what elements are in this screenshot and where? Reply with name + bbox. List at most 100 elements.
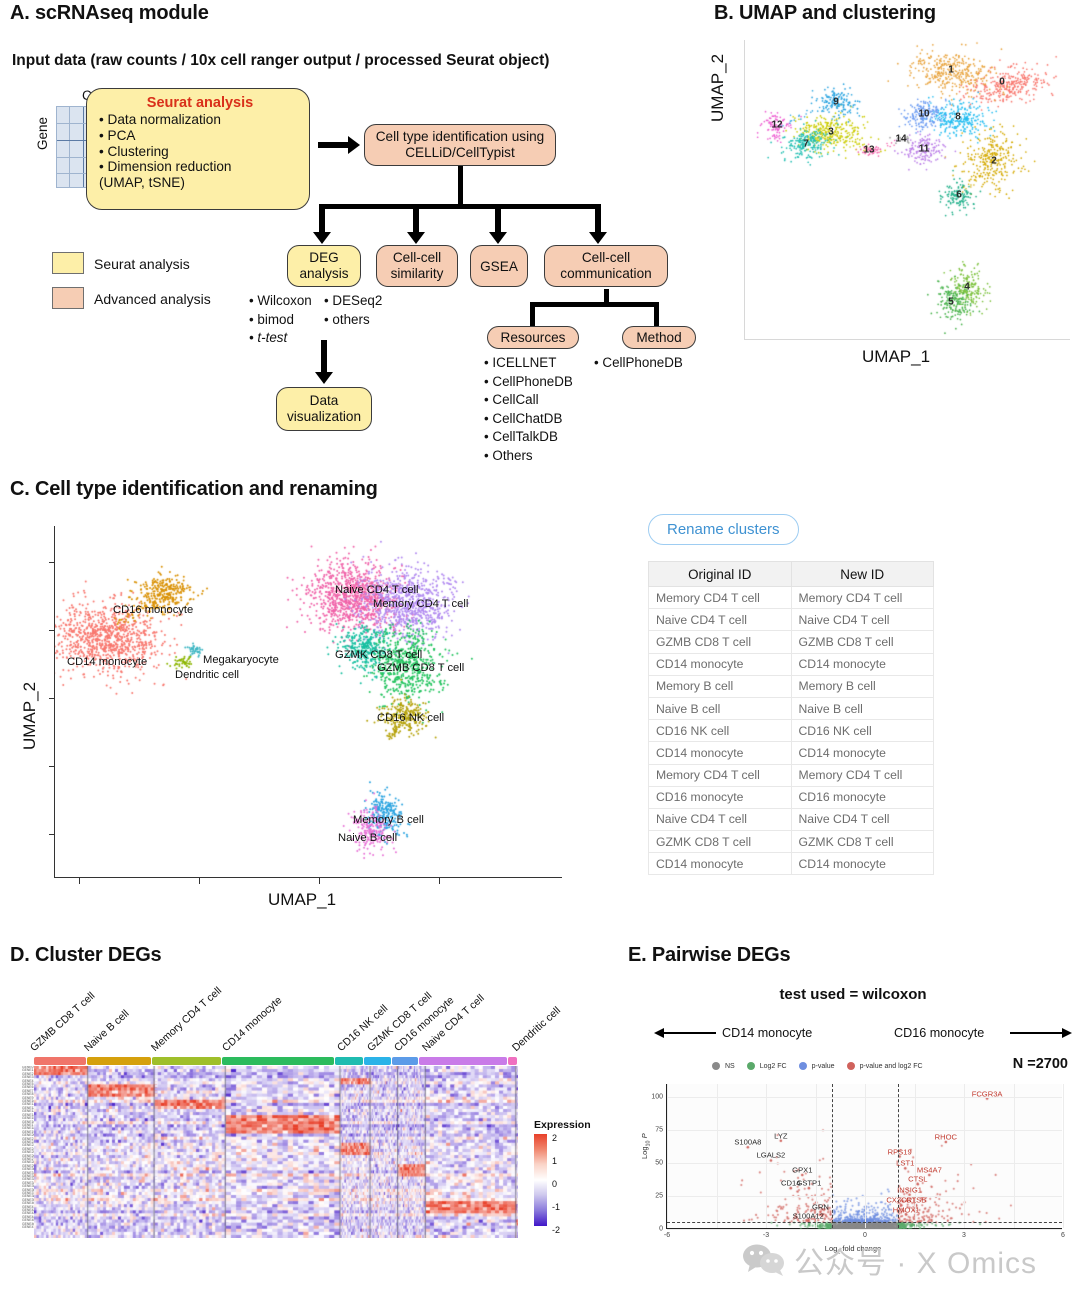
y-tick-label: 75 [655,1126,663,1134]
table-row[interactable]: Memory B cell Memory B cell [648,674,934,698]
table-row[interactable]: Memory CD4 T cell Memory CD4 T cell [648,763,934,787]
cluster-number-label: 11 [918,143,930,155]
gene-row-label: GENE24 [22,1146,34,1151]
gene-row-label: GENE9 [22,1095,34,1100]
gridline [667,1097,1062,1099]
rename-table-body: Memory CD4 T cell Memory CD4 T cell Naive … [648,585,934,876]
gene-row-label: GENE44 [22,1214,34,1219]
gridline [815,1084,817,1228]
gene-row-label: GENE11 [22,1102,34,1107]
cell-original-id: Naive CD4 T cell [648,608,792,632]
panel-e-pairwise-degs: E. Pairwise DEGs test used = wilcoxon CD… [626,944,1080,1296]
table-row[interactable]: CD14 monocyte CD14 monocyte [648,741,934,765]
cell-new-id: Memory CD4 T cell [790,585,934,610]
heatmap-column-label: Dendritic cell [510,1004,564,1054]
gene-row-label: GENE25 [22,1150,34,1155]
watermark-text: 公众号 · X Omics [794,1247,1037,1280]
gridline [1013,1084,1015,1228]
table-row[interactable]: Naive CD4 T cell Naive CD4 T cell [648,608,934,632]
table-row[interactable]: GZMB CD8 T cell GZMB CD8 T cell [648,630,934,654]
gene-label: S100A8 [734,1137,762,1147]
cell-type-label: Memory B cell [353,814,424,826]
legend-swatch-seurat [52,252,84,274]
deg-method: others [324,311,382,330]
branch-bar [319,204,600,209]
volcano-plot: 0 25 50 75 100 -6 -3 0 3 6 S100A8 LYZ LGALS2 GPX1 CD14… [651,1084,1065,1239]
cell-type-label: Memory CD4 T cell [373,598,469,610]
legend-dot [712,1062,720,1070]
gene-row-label: GENE30 [22,1167,34,1172]
comm-branch-right [654,302,659,326]
cell-new-id: Naive CD4 T cell [790,807,934,832]
table-row[interactable]: CD14 monocyte CD14 monocyte [648,852,934,876]
cell-original-id: Naive CD4 T cell [648,807,792,832]
resource-item: CellPhoneDB [484,373,572,392]
table-row[interactable]: Memory CD4 T cell Memory CD4 T cell [648,585,934,610]
table-row[interactable]: CD16 NK cell CD16 NK cell [648,719,934,743]
legend-label: p-value and log2 FC [859,1062,923,1070]
gene-row-label: GENE6 [22,1085,34,1090]
gene-label: INSIG1 [897,1185,922,1195]
cluster-number-label: 10 [918,108,930,120]
heatmap-cluster-colorbar [34,1057,518,1065]
gene-row-label: GENE36 [22,1187,34,1192]
legend-label: NS [725,1062,735,1070]
cell-original-id: GZMB CD8 T cell [648,630,792,654]
table-row[interactable]: Naive B cell Naive B cell [648,696,934,721]
gene-row-label: GENE37 [22,1191,34,1196]
cell-type-label: Naive B cell [338,832,398,844]
table-row[interactable]: GZMK CD8 T cell GZMK CD8 T cell [648,830,934,854]
cluster-color-segment [87,1057,152,1065]
expression-tick: -1 [552,1202,561,1212]
deg-method-list-col1: Wilcoxon bimod t-test [249,292,311,348]
legend-label-advanced: Advanced analysis [94,291,211,307]
table-row[interactable]: CD14 monocyte CD14 monocyte [648,652,934,676]
gsea-box-label: GSEA [480,258,518,274]
seurat-item: PCA [99,128,301,144]
cluster-number-label: 13 [863,144,875,156]
gene-row-label: GENE14 [22,1112,34,1117]
cell-cell-communication-box: Cell-cell communication [544,245,668,287]
resources-box: Resources [487,326,579,349]
gene-row-label: GENE5 [22,1082,34,1087]
seurat-item: Dimension reduction [99,159,301,175]
gene-row-label: GENE1 [22,1068,34,1073]
gene-row-label: GENE28 [22,1160,34,1165]
cell-type-label: CD16 NK cell [377,712,445,724]
gridline [914,1084,916,1228]
gene-label: GSTP1 [796,1178,822,1188]
gene-row-label: GENE34 [22,1180,34,1185]
volcano-y-axis-label: Log10 P [640,1133,652,1159]
table-row[interactable]: Naive CD4 T cell Naive CD4 T cell [648,807,934,832]
gene-row-label: GENE43 [22,1211,34,1216]
cell-cell-similarity-box: Cell-cell similarity [376,245,458,287]
cluster-color-segment [391,1057,418,1065]
method-box: Method [622,326,696,349]
rename-clusters-button[interactable]: Rename clusters [648,514,799,545]
cell-new-id: Naive B cell [790,696,934,721]
gene-row-label: GENE33 [22,1177,34,1182]
resources-box-label: Resources [500,330,566,345]
cell-original-id: GZMK CD8 T cell [648,830,792,854]
deg-box-label: DEG analysis [299,249,349,281]
gene-row-label: GENE21 [22,1136,34,1141]
cluster-color-segment [364,1057,391,1065]
heatmap-gene-row-labels: GENE0 GENE1 GENE2 GENE3 GENE4 GENE5 GENE6 GENE7… [22,1066,34,1238]
gridline [667,1196,1062,1198]
gene-row-label: GENE45 [22,1218,34,1223]
cluster-number-label: 2 [991,155,997,167]
table-row[interactable]: CD16 monocyte CD16 monocyte [648,785,934,809]
gene-row-label: GENE31 [22,1170,34,1175]
x-tick-label: 6 [1061,1232,1065,1239]
gene-row-label: GENE23 [22,1143,34,1148]
matrix-gene-label: Gene [35,116,51,151]
cell-original-id: Memory CD4 T cell [648,763,792,787]
comm-stem [604,289,609,305]
cell-new-id: CD14 monocyte [790,852,934,876]
p-cutoff-line [667,1222,1062,1224]
gene-label: S100A12 [792,1211,824,1221]
gridline [766,1084,767,1228]
gene-row-label: GENE3 [22,1075,34,1080]
gene-row-label: GENE22 [22,1139,34,1144]
